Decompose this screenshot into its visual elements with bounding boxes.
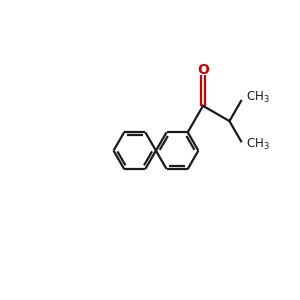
Text: O: O [197,63,209,77]
Text: CH$_3$: CH$_3$ [245,90,269,105]
Text: CH$_3$: CH$_3$ [245,137,269,152]
